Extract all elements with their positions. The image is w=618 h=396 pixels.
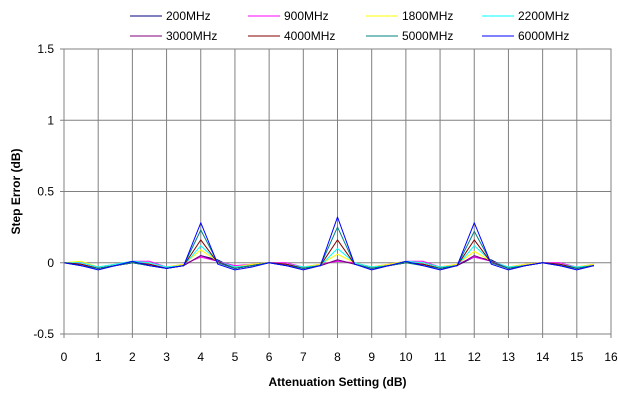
x-tick-label: 3 [163,350,170,364]
legend: 200MHz 900MHz 1800MHz 2200MHz 3000MHz 4000MHz… [130,9,569,43]
x-tick-label: 16 [604,350,618,364]
legend-label: 3000MHz [166,29,217,43]
x-tick-label: 13 [502,350,516,364]
y-tick-label: 1 [47,113,54,127]
legend-item-3000mhz: 3000MHz [130,29,217,43]
x-axis-label: Attenuation Setting (dB) [269,375,407,389]
x-tick-label: 7 [300,350,307,364]
y-axis-ticks: -0.5 0 0.5 1 1.5 [33,42,64,341]
y-axis-label: Step Error (dB) [9,148,23,234]
x-tick-label: 11 [434,350,447,364]
series-line-6000mhz [63,216,595,271]
x-tick-label: 0 [61,350,68,364]
x-tick-label: 10 [399,350,413,364]
legend-label: 1800MHz [402,9,453,23]
x-tick-label: 15 [570,350,584,364]
x-tick-label: 8 [334,350,341,364]
x-axis-ticks: 0 1 2 3 4 5 6 7 8 9 10 11 12 13 14 15 16 [61,334,618,364]
series-lines [63,216,595,271]
x-tick-label: 5 [232,350,239,364]
plot-area [63,48,612,335]
legend-item-5000mhz: 5000MHz [366,29,453,43]
legend-item-900mhz: 900MHz [248,9,329,23]
legend-item-2200mhz: 2200MHz [482,9,569,23]
x-tick-label: 2 [129,350,136,364]
x-tick-label: 6 [266,350,273,364]
legend-item-1800mhz: 1800MHz [366,9,453,23]
series-line-2200mhz [64,245,594,268]
legend-label: 6000MHz [518,29,569,43]
legend-label: 5000MHz [402,29,453,43]
x-tick-label: 4 [197,350,204,364]
legend-item-6000mhz: 6000MHz [482,29,569,43]
x-tick-label: 9 [368,350,375,364]
legend-label: 2200MHz [518,9,569,23]
y-tick-label: 1.5 [37,42,54,56]
y-tick-label: 0 [47,256,54,270]
legend-item-4000mhz: 4000MHz [248,29,335,43]
legend-label: 900MHz [284,9,329,23]
x-tick-label: 14 [536,350,550,364]
y-tick-label: -0.5 [33,327,54,341]
x-tick-label: 1 [95,350,102,364]
legend-label: 4000MHz [284,29,335,43]
legend-item-200mhz: 200MHz [130,9,211,23]
legend-label: 200MHz [166,9,211,23]
x-tick-label: 12 [468,350,482,364]
y-tick-label: 0.5 [37,185,54,199]
